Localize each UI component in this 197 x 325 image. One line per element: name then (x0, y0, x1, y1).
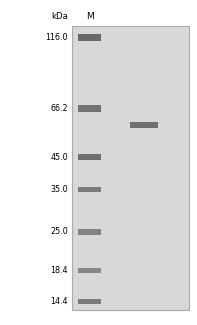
Bar (78, 105, 101, 112)
Bar (78, 229, 101, 235)
Text: 35.0: 35.0 (50, 185, 68, 194)
Bar (78, 268, 101, 273)
Text: kDa: kDa (51, 12, 68, 21)
Text: 45.0: 45.0 (50, 153, 68, 162)
Text: 18.4: 18.4 (50, 266, 68, 275)
Text: 66.2: 66.2 (50, 104, 68, 113)
Bar (78, 187, 101, 192)
Text: 116.0: 116.0 (46, 33, 68, 42)
Text: 25.0: 25.0 (50, 227, 68, 236)
Bar (78, 34, 101, 41)
Bar (72, 26, 189, 310)
Bar (130, 122, 158, 128)
Text: M: M (86, 12, 94, 21)
Bar (78, 299, 101, 304)
Text: 14.4: 14.4 (50, 297, 68, 306)
Bar (78, 154, 101, 160)
